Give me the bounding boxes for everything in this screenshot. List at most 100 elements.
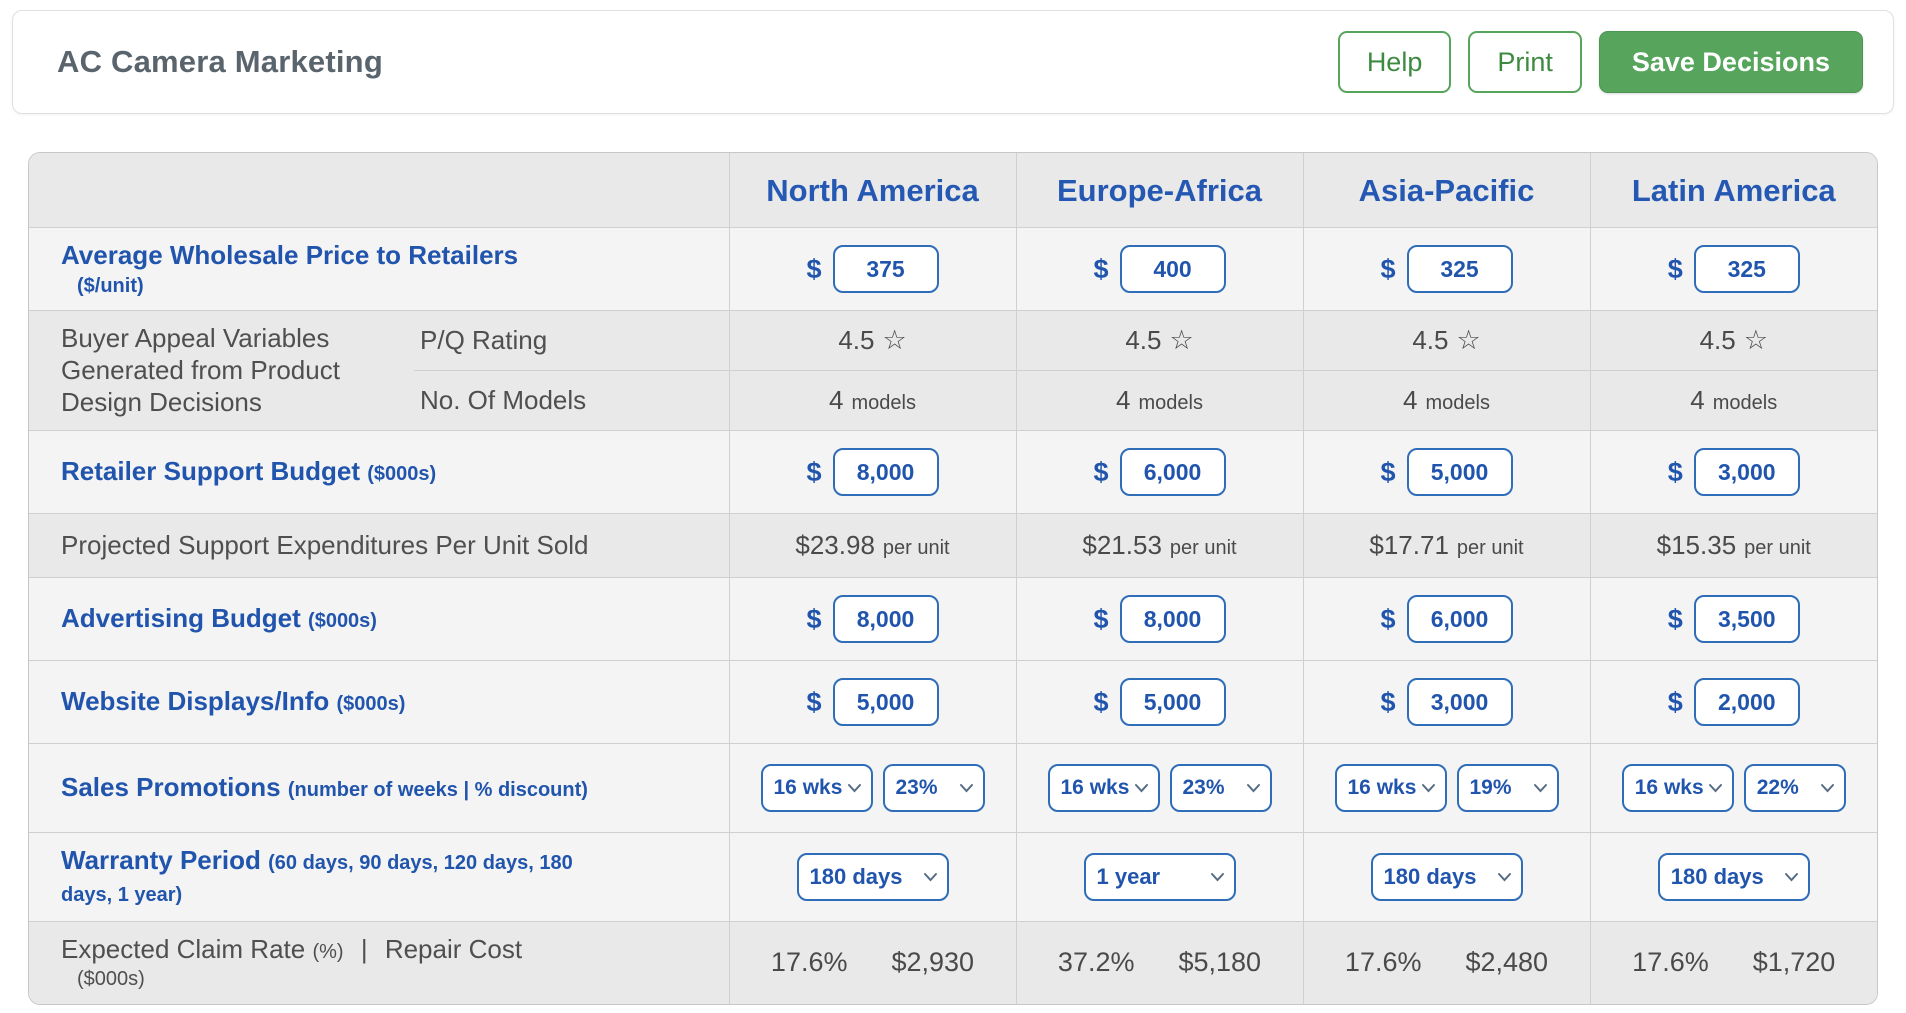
claim-rate-value-ea: 37.2% [1057,947,1135,978]
dollar-sign: $ [1380,686,1396,717]
website-input-ap[interactable] [1406,678,1513,727]
retailer-support-input-na[interactable] [832,448,939,497]
marketing-decisions-table: North America Europe-Africa Asia-Pacific… [28,152,1878,1005]
retailer-support-input-la[interactable] [1693,448,1800,497]
row-label-pq-rating: P/Q Rating [414,310,729,371]
chevron-down-icon [1533,783,1548,793]
chevron-down-icon [1820,783,1835,793]
dollar-sign: $ [806,603,822,634]
repair-cost-value-la: $1,720 [1752,947,1836,978]
claim-rate-value-ap: 17.6% [1344,947,1422,978]
website-input-na[interactable] [832,678,939,727]
advertising-input-na[interactable] [832,595,939,644]
dollar-sign: $ [1667,603,1683,634]
wholesale-price-input-na[interactable] [832,245,939,294]
per-unit-label: per unit [1169,537,1237,560]
chevron-down-icon [1210,872,1225,882]
row-label-no-of-models: No. Of Models [414,370,729,431]
dollar-sign: $ [1380,253,1396,284]
repair-cost-value-na: $2,930 [891,947,975,978]
dollar-sign: $ [1667,253,1683,284]
advertising-input-ea[interactable] [1119,595,1226,644]
row-label-website: Website Displays/Info [61,686,330,717]
retailer-support-input-ap[interactable] [1406,448,1513,497]
star-outline-icon: ☆ [1456,325,1481,356]
dollar-sign: $ [1380,456,1396,487]
dollar-sign: $ [1093,603,1109,634]
save-decisions-button[interactable]: Save Decisions [1598,31,1863,93]
row-label-warranty: Warranty Period [61,845,261,876]
warranty-select-ea[interactable]: 1 year [1083,852,1236,901]
dollar-sign: $ [1667,686,1683,717]
retailer-support-input-ea[interactable] [1119,448,1226,497]
row-note-advertising: ($000s) [308,610,377,633]
pq-rating-value-ea: 4.5 [1125,325,1162,356]
per-unit-label: per unit [1456,537,1524,560]
wholesale-price-input-ea[interactable] [1119,245,1226,294]
promo-weeks-select-na[interactable]: 16 wks [760,764,873,813]
wholesale-price-input-la[interactable] [1693,245,1800,294]
projected-support-row: Projected Support Expenditures Per Unit … [29,513,1877,578]
website-input-la[interactable] [1693,678,1800,727]
claim-rate-value-na: 17.6% [770,947,848,978]
chevron-down-icon [1134,783,1149,793]
page-title: AC Camera Marketing [57,44,383,79]
chevron-down-icon [847,783,862,793]
chevron-down-icon [1246,783,1261,793]
star-outline-icon: ☆ [1169,325,1194,356]
models-value-la: 4 [1690,385,1705,416]
row-label-buyer-appeal: Buyer Appeal Variables Generated from Pr… [61,323,340,417]
promo-weeks-select-ap[interactable]: 16 wks [1334,764,1447,813]
row-label-claim-rate: Expected Claim Rate [61,933,306,964]
promo-discount-select-la[interactable]: 22% [1743,764,1846,813]
chevron-down-icon [1708,783,1723,793]
row-label-retailer-support: Retailer Support Budget [61,456,361,487]
promo-discount-select-ea[interactable]: 23% [1169,764,1272,813]
label-divider: | [360,933,368,964]
promo-discount-select-ap[interactable]: 19% [1456,764,1559,813]
promo-weeks-select-ea[interactable]: 16 wks [1047,764,1160,813]
print-button[interactable]: Print [1468,31,1582,93]
advertising-row: Advertising Budget ($000s) $ $ $ $ [29,577,1877,661]
models-unit: models [1138,392,1203,415]
wholesale-price-input-ap[interactable] [1406,245,1513,294]
header-empty-cell [29,153,729,228]
row-label-sales-promotions: Sales Promotions [61,772,281,803]
pq-rating-value-ap: 4.5 [1412,325,1449,356]
row-label-wholesale-price: Average Wholesale Price to Retailers [61,240,519,270]
models-value-ea: 4 [1116,385,1131,416]
promo-discount-select-na[interactable]: 23% [882,764,985,813]
row-label-repair-cost: Repair Cost [384,933,523,964]
repair-cost-value-ea: $5,180 [1178,947,1262,978]
support-per-unit-value-la: $15.35 [1656,530,1737,561]
warranty-select-ap[interactable]: 180 days [1370,852,1523,901]
promo-weeks-select-la[interactable]: 16 wks [1621,764,1734,813]
sales-promotions-row: Sales Promotions (number of weeks | % di… [29,743,1877,833]
help-button[interactable]: Help [1337,31,1452,93]
website-input-ea[interactable] [1119,678,1226,727]
models-value-ap: 4 [1403,385,1418,416]
dollar-sign: $ [806,686,822,717]
dollar-sign: $ [1093,456,1109,487]
row-note-retailer-support: ($000s) [367,463,437,486]
per-unit-label: per unit [882,537,950,560]
advertising-input-la[interactable] [1693,595,1800,644]
chevron-down-icon [923,872,938,882]
models-value-na: 4 [829,385,844,416]
repair-cost-value-ap: $2,480 [1465,947,1549,978]
column-header-europe-africa: Europe-Africa [1015,153,1303,228]
warranty-select-la[interactable]: 180 days [1657,852,1810,901]
claim-rate-row: Expected Claim Rate (%) | Repair Cost ($… [29,920,1877,1004]
warranty-select-na[interactable]: 180 days [796,852,949,901]
dollar-sign: $ [1667,456,1683,487]
region-header-row: North America Europe-Africa Asia-Pacific… [29,153,1877,228]
warranty-row: Warranty Period (60 days, 90 days, 120 d… [29,832,1877,922]
advertising-input-ap[interactable] [1406,595,1513,644]
pq-rating-row: Buyer Appeal Variables Generated from Pr… [29,310,1877,431]
dollar-sign: $ [806,456,822,487]
chevron-down-icon [1421,783,1436,793]
retailer-support-row: Retailer Support Budget ($000s) $ $ $ $ [29,430,1877,514]
row-note-wholesale-price: ($/unit) [77,274,144,297]
star-outline-icon: ☆ [882,325,907,356]
